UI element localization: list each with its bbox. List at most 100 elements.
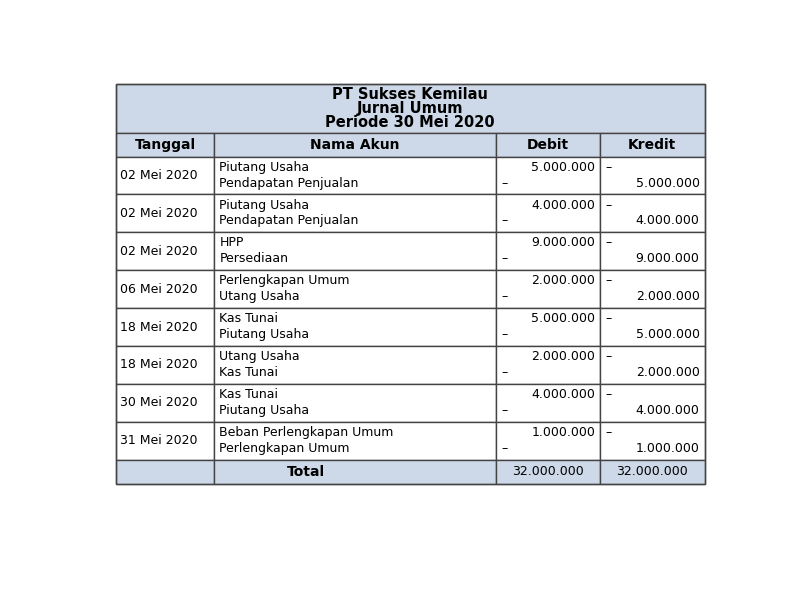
Text: 4.000.000: 4.000.000	[531, 388, 595, 401]
Bar	[115, 384, 214, 422]
Text: 5.000.000: 5.000.000	[531, 161, 595, 173]
Text: 4.000.000: 4.000.000	[636, 404, 699, 417]
Text: –: –	[501, 404, 507, 417]
Text: Piutang Usaha: Piutang Usaha	[219, 328, 310, 341]
Text: 02 Mei 2020: 02 Mei 2020	[121, 245, 198, 258]
Text: Utang Usaha: Utang Usaha	[219, 350, 300, 363]
Bar	[115, 232, 214, 270]
Text: –: –	[501, 442, 507, 455]
Bar	[600, 460, 705, 484]
Text: Kas Tunai: Kas Tunai	[219, 312, 278, 325]
Bar	[496, 270, 600, 308]
Text: –: –	[501, 328, 507, 341]
Bar	[214, 308, 496, 346]
Bar	[115, 157, 214, 194]
Bar	[600, 133, 705, 157]
Bar	[496, 232, 600, 270]
Text: –: –	[501, 176, 507, 190]
Text: 2.000.000: 2.000.000	[531, 274, 595, 287]
Text: –: –	[606, 350, 611, 363]
Text: –: –	[606, 199, 611, 212]
Bar	[600, 157, 705, 194]
Text: Total: Total	[286, 464, 325, 479]
Text: –: –	[501, 253, 507, 265]
Bar	[496, 460, 600, 484]
Text: 1.000.000: 1.000.000	[531, 426, 595, 439]
Text: Piutang Usaha: Piutang Usaha	[219, 199, 310, 212]
Text: Piutang Usaha: Piutang Usaha	[219, 404, 310, 417]
Text: Perlengkapan Umum: Perlengkapan Umum	[219, 274, 350, 287]
Bar	[115, 83, 705, 484]
Bar	[496, 133, 600, 157]
Bar	[115, 346, 214, 384]
Bar	[600, 346, 705, 384]
Text: –: –	[606, 274, 611, 287]
Text: Perlengkapan Umum: Perlengkapan Umum	[219, 442, 350, 455]
Bar	[214, 133, 496, 157]
Bar	[496, 308, 600, 346]
Text: –: –	[606, 426, 611, 439]
Text: 18 Mei 2020: 18 Mei 2020	[121, 358, 198, 371]
Text: 30 Mei 2020: 30 Mei 2020	[121, 396, 198, 409]
Text: 4.000.000: 4.000.000	[636, 214, 699, 227]
Text: –: –	[501, 366, 507, 379]
Text: –: –	[606, 312, 611, 325]
Text: PT Sukses Kemilau: PT Sukses Kemilau	[332, 87, 488, 102]
Text: 2.000.000: 2.000.000	[636, 366, 699, 379]
Bar	[600, 384, 705, 422]
Text: Periode 30 Mei 2020: Periode 30 Mei 2020	[325, 115, 495, 130]
Bar	[214, 232, 496, 270]
Bar	[214, 270, 496, 308]
Text: 31 Mei 2020: 31 Mei 2020	[121, 434, 198, 447]
Bar	[214, 157, 496, 194]
Text: 9.000.000: 9.000.000	[636, 253, 699, 265]
Text: Kas Tunai: Kas Tunai	[219, 388, 278, 401]
Text: 06 Mei 2020: 06 Mei 2020	[121, 283, 198, 296]
Bar	[214, 346, 496, 384]
Text: Utang Usaha: Utang Usaha	[219, 290, 300, 303]
Bar	[600, 270, 705, 308]
Text: Pendapatan Penjualan: Pendapatan Penjualan	[219, 214, 358, 227]
Text: 2.000.000: 2.000.000	[636, 290, 699, 303]
Text: Persediaan: Persediaan	[219, 253, 289, 265]
Bar	[600, 194, 705, 232]
Bar	[496, 346, 600, 384]
Bar	[214, 194, 496, 232]
Text: 18 Mei 2020: 18 Mei 2020	[121, 320, 198, 334]
Text: Pendapatan Penjualan: Pendapatan Penjualan	[219, 176, 358, 190]
Bar	[115, 460, 214, 484]
Text: –: –	[606, 161, 611, 173]
Bar	[115, 270, 214, 308]
Bar	[115, 133, 214, 157]
Bar	[115, 422, 214, 460]
Bar	[496, 422, 600, 460]
Text: –: –	[501, 290, 507, 303]
Text: 1.000.000: 1.000.000	[636, 442, 699, 455]
Text: 5.000.000: 5.000.000	[635, 176, 699, 190]
Bar	[496, 194, 600, 232]
Text: 02 Mei 2020: 02 Mei 2020	[121, 207, 198, 220]
Bar	[214, 460, 496, 484]
Bar	[115, 83, 705, 133]
Text: –: –	[606, 388, 611, 401]
Text: Kredit: Kredit	[628, 138, 677, 152]
Text: 9.000.000: 9.000.000	[531, 236, 595, 250]
Text: 32.000.000: 32.000.000	[617, 465, 688, 478]
Bar	[600, 232, 705, 270]
Text: Kas Tunai: Kas Tunai	[219, 366, 278, 379]
Text: 02 Mei 2020: 02 Mei 2020	[121, 169, 198, 182]
Bar	[214, 384, 496, 422]
Text: –: –	[501, 214, 507, 227]
Bar	[115, 308, 214, 346]
Bar	[600, 308, 705, 346]
Bar	[214, 422, 496, 460]
Text: Debit: Debit	[527, 138, 569, 152]
Text: 4.000.000: 4.000.000	[531, 199, 595, 212]
Text: Nama Akun: Nama Akun	[310, 138, 400, 152]
Bar	[496, 157, 600, 194]
Bar	[600, 422, 705, 460]
Text: Jurnal Umum: Jurnal Umum	[357, 101, 463, 116]
Text: Tanggal: Tanggal	[134, 138, 195, 152]
Text: 2.000.000: 2.000.000	[531, 350, 595, 363]
Text: HPP: HPP	[219, 236, 244, 250]
